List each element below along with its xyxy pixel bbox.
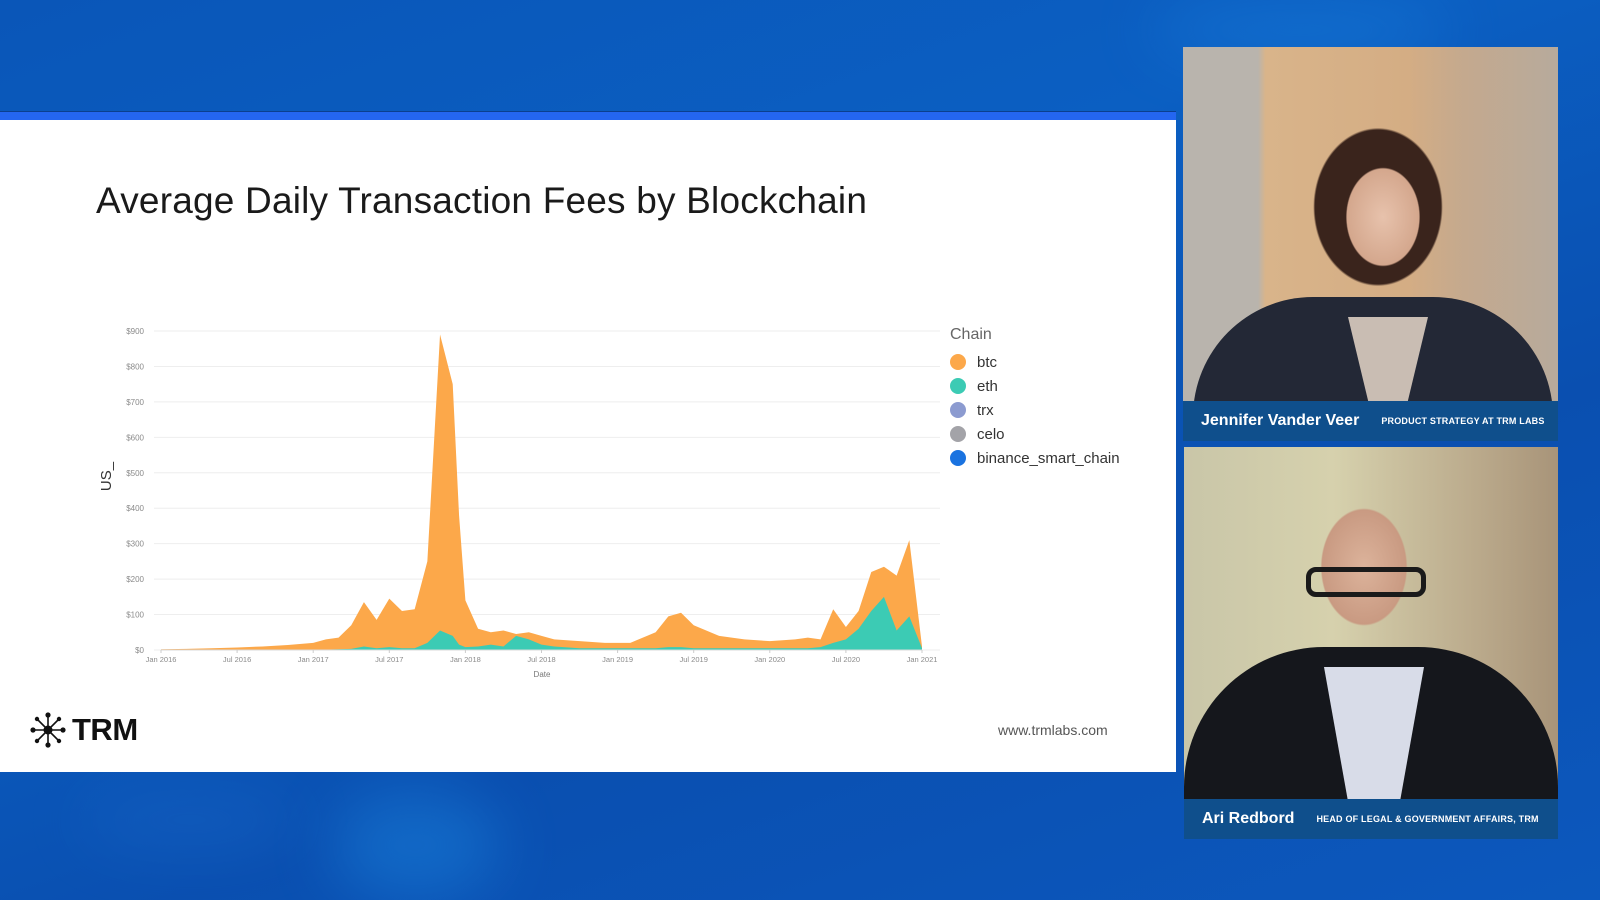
video-feed (1184, 447, 1558, 817)
slide-top-accent-bar (0, 111, 1176, 120)
y-tick-label: $600 (126, 433, 144, 442)
legend-item-eth[interactable]: eth (950, 374, 1120, 398)
presentation-slide: Average Daily Transaction Fees by Blockc… (0, 120, 1176, 772)
y-tick-label: $800 (126, 362, 144, 371)
x-tick-label: Jan 2020 (754, 655, 785, 664)
y-tick-label: $0 (135, 646, 144, 655)
legend-item-btc[interactable]: btc (950, 350, 1120, 374)
x-axis-label: Date (534, 670, 551, 679)
participant-name: Ari Redbord (1202, 810, 1295, 827)
video-tile-speaker-1[interactable]: Jennifer Vander Veer PRODUCT STRATEGY AT… (1183, 47, 1558, 441)
y-tick-label: $900 (126, 327, 144, 336)
slide-title: Average Daily Transaction Fees by Blockc… (96, 180, 868, 221)
x-tick-label: Jul 2020 (832, 655, 860, 664)
y-axis-label: US_ (98, 461, 116, 492)
participant-name: Jennifer Vander Veer (1201, 412, 1360, 429)
participant-role: PRODUCT STRATEGY AT TRM LABS (1381, 416, 1545, 426)
background-glow (330, 790, 500, 900)
legend-dot-icon (950, 354, 966, 370)
nameplate: Ari Redbord HEAD OF LEGAL & GOVERNMENT A… (1184, 799, 1558, 839)
nameplate: Jennifer Vander Veer PRODUCT STRATEGY AT… (1183, 401, 1558, 441)
y-tick-label: $100 (126, 611, 144, 620)
legend-dot-icon (950, 402, 966, 418)
legend-dot-icon (950, 426, 966, 442)
y-tick-label: $200 (126, 575, 144, 584)
chart-plot: $0 $100 $200 $300 $400 $500 $600 $700 $800 $900 Ja… (126, 327, 940, 679)
legend-label: btc (977, 353, 998, 371)
y-tick-label: $400 (126, 504, 144, 513)
x-tick-label: Jan 2016 (146, 655, 177, 664)
participant-role: HEAD OF LEGAL & GOVERNMENT AFFAIRS, TRM (1316, 814, 1539, 824)
video-tile-speaker-2[interactable]: Ari Redbord HEAD OF LEGAL & GOVERNMENT A… (1184, 447, 1558, 839)
area-series-eth[interactable] (161, 596, 922, 650)
network-star-icon (30, 712, 66, 748)
legend-dot-icon (950, 450, 966, 466)
y-tick-label: $500 (126, 469, 144, 478)
trm-logo: TRM (30, 712, 138, 748)
legend-item-binance-smart-chain[interactable]: binance_smart_chain (950, 446, 1120, 470)
legend-label: trx (977, 401, 994, 419)
x-tick-label: Jan 2018 (450, 655, 481, 664)
video-feed (1183, 47, 1558, 427)
x-tick-label: Jul 2019 (680, 655, 708, 664)
chart-legend: Chain btc eth trx celo binance_smart_cha… (950, 326, 1120, 470)
legend-label: celo (977, 425, 1005, 443)
area-chart: $0 $100 $200 $300 $400 $500 $600 $700 $800 $900 Ja… (90, 320, 960, 690)
website-url: www.trmlabs.com (998, 722, 1108, 738)
area-series-btc[interactable] (161, 334, 922, 650)
x-tick-label: Jan 2021 (907, 655, 938, 664)
logo-text: TRM (72, 712, 138, 747)
x-tick-label: Jul 2017 (375, 655, 403, 664)
x-tick-label: Jan 2019 (602, 655, 633, 664)
legend-label: binance_smart_chain (977, 449, 1120, 467)
x-tick-label: Jul 2016 (223, 655, 251, 664)
legend-item-trx[interactable]: trx (950, 398, 1120, 422)
legend-title: Chain (950, 326, 992, 343)
y-tick-label: $700 (126, 398, 144, 407)
background-glow (80, 790, 300, 850)
speaker-glasses (1306, 567, 1426, 597)
legend-label: eth (977, 377, 998, 395)
x-tick-label: Jan 2017 (298, 655, 329, 664)
legend-item-celo[interactable]: celo (950, 422, 1120, 446)
legend-dot-icon (950, 378, 966, 394)
x-tick-label: Jul 2018 (527, 655, 555, 664)
y-tick-label: $300 (126, 540, 144, 549)
